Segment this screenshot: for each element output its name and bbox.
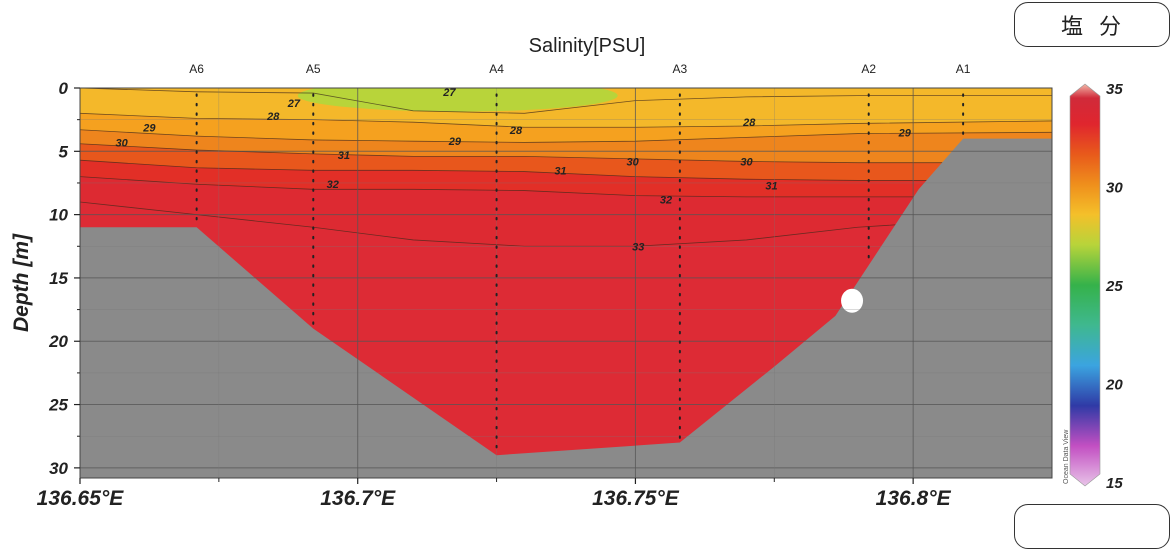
plot-frame [79, 87, 1053, 479]
contour-label: 29 [898, 127, 912, 139]
salinity-layers [80, 88, 1052, 478]
y-tick-label: 20 [48, 332, 68, 351]
colorbar-tick-label: 35 [1106, 81, 1123, 98]
chart-title: Salinity[PSU] [529, 35, 646, 57]
y-tick-label: 30 [49, 459, 68, 478]
y-tick-label: 0 [59, 79, 69, 98]
station-label-A6: A6 [189, 62, 204, 76]
x-tick-label: 136.7°E [320, 487, 396, 510]
contour-label: 30 [627, 156, 640, 168]
contour-label: 27 [442, 87, 456, 99]
salinity-band-32 [80, 160, 1052, 197]
y-tick-label: 10 [49, 206, 68, 225]
contour-label: 29 [142, 122, 156, 134]
x-tick-label: 136.8°E [876, 487, 952, 510]
watermark: Ocean Data View [1063, 429, 1070, 484]
contour-line-28 [80, 112, 1052, 128]
contour-label: 28 [266, 111, 280, 123]
colorbar-tick-label: 20 [1105, 377, 1123, 394]
y-axis-label: Depth [m] [10, 233, 33, 332]
y-tick-label: 15 [49, 269, 68, 288]
contour-label: 32 [327, 179, 339, 191]
contour-label: 31 [554, 165, 566, 177]
data-gap [841, 288, 864, 313]
salinity-section-chart: A6 A5 A4 A3 A2 A1 27 27 28 28 28 29 29 29 30 30 30 31 31 31… [10, 35, 1123, 510]
station-label-A5: A5 [306, 62, 321, 76]
seafloor [80, 138, 1052, 478]
salinity-band-31 [80, 143, 1052, 181]
fresh-water-lens [297, 88, 618, 112]
contour-line-29 [80, 129, 1052, 143]
contour-label: 29 [448, 136, 462, 148]
contour-label: 31 [765, 181, 777, 193]
contour-label: 30 [740, 156, 753, 168]
x-tick-label: 136.75°E [592, 487, 680, 510]
colorbar-tick-label: 30 [1106, 180, 1123, 197]
contour-label: 28 [742, 117, 756, 129]
x-tick-label: 136.65°E [37, 487, 125, 510]
contour-line-32 [80, 176, 1052, 198]
y-tick-label: 25 [48, 396, 68, 415]
station-label-A4: A4 [489, 62, 504, 76]
grid-lines [80, 88, 1052, 478]
contour-label: 32 [660, 194, 672, 206]
colorbar-tick-label: 25 [1105, 278, 1123, 295]
salinity-band-30 [80, 129, 1052, 163]
contour-label: 27 [287, 98, 301, 110]
contour-label: 28 [509, 125, 523, 137]
corner-badge [1014, 504, 1170, 549]
contour-line-31 [80, 159, 1052, 181]
section-badge-label: 塩分 [1060, 14, 1137, 40]
contour-line-27 [80, 88, 1052, 114]
contour-label: 31 [338, 150, 350, 162]
y-tick-label: 5 [59, 142, 69, 161]
station-label-A3: A3 [673, 62, 688, 76]
contour-label: 33 [632, 241, 644, 253]
contour-label: 30 [116, 137, 129, 149]
station-label-A2: A2 [861, 62, 876, 76]
colorbar-tick-label: 15 [1106, 475, 1123, 492]
colorbar [1069, 83, 1101, 487]
station-label-A1: A1 [956, 62, 971, 76]
section-badge: 塩分 [1014, 2, 1170, 47]
salinity-band-33 [80, 176, 1052, 247]
